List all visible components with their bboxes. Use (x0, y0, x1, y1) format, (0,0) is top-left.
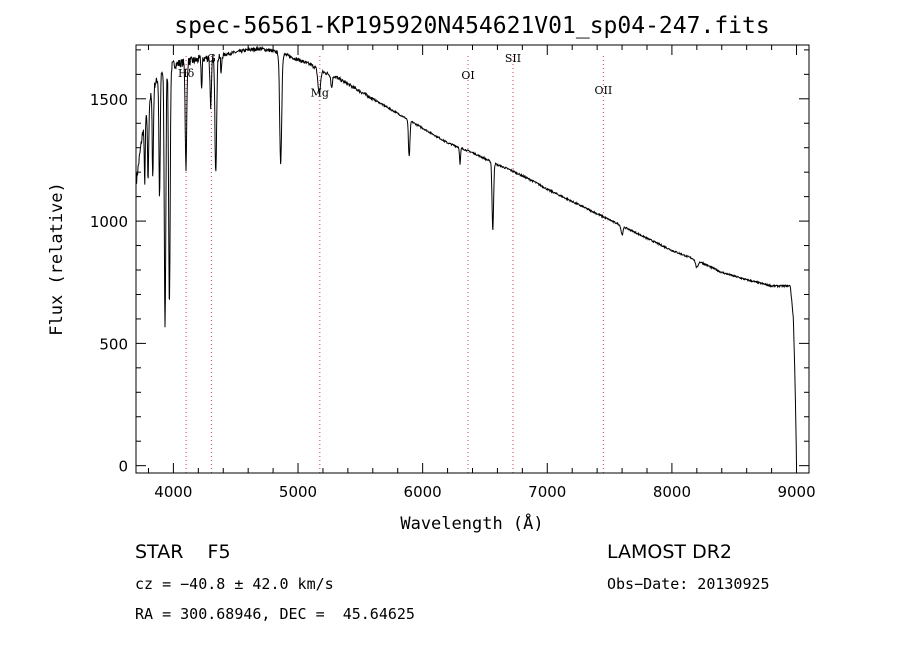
y-tick-label: 1500 (90, 91, 128, 109)
redshift-value: cz = −40.8 ± 42.0 km/s (135, 575, 334, 593)
x-axis-label: Wavelength (Å) (400, 512, 543, 534)
x-tick-label: 4000 (154, 483, 192, 501)
y-tick-label: 1000 (90, 213, 128, 231)
spectrum-line (136, 45, 797, 466)
y-tick-label: 0 (118, 458, 128, 476)
observation-date: Obs−Date: 20130925 (607, 575, 770, 593)
x-tick-label: 7000 (528, 483, 566, 501)
line-marker-label: SII (505, 52, 521, 65)
coordinates: RA = 300.68946, DEC = 45.64625 (135, 605, 415, 623)
survey-name: LAMOST DR2 (607, 541, 732, 563)
plot-frame (135, 44, 810, 474)
line-marker-label: G (207, 52, 216, 65)
line-marker-label: OI (461, 69, 474, 82)
object-class: STAR F5 (135, 541, 231, 563)
x-tick-label: 9000 (777, 483, 815, 501)
chart-title: spec-56561-KP195920N454621V01_sp04-247.f… (174, 13, 769, 39)
line-marker-label: Hδ (178, 67, 195, 80)
x-tick-label: 5000 (279, 483, 317, 501)
y-tick-label: 500 (99, 335, 128, 353)
axes: 4000 5000 6000 7000 8000 9000 0 500 1000 1500 (90, 45, 816, 501)
x-tick-label: 6000 (404, 483, 442, 501)
line-marker-label: OII (595, 84, 613, 97)
x-tick-label: 8000 (653, 483, 691, 501)
y-axis-label: Flux (relative) (47, 182, 67, 336)
